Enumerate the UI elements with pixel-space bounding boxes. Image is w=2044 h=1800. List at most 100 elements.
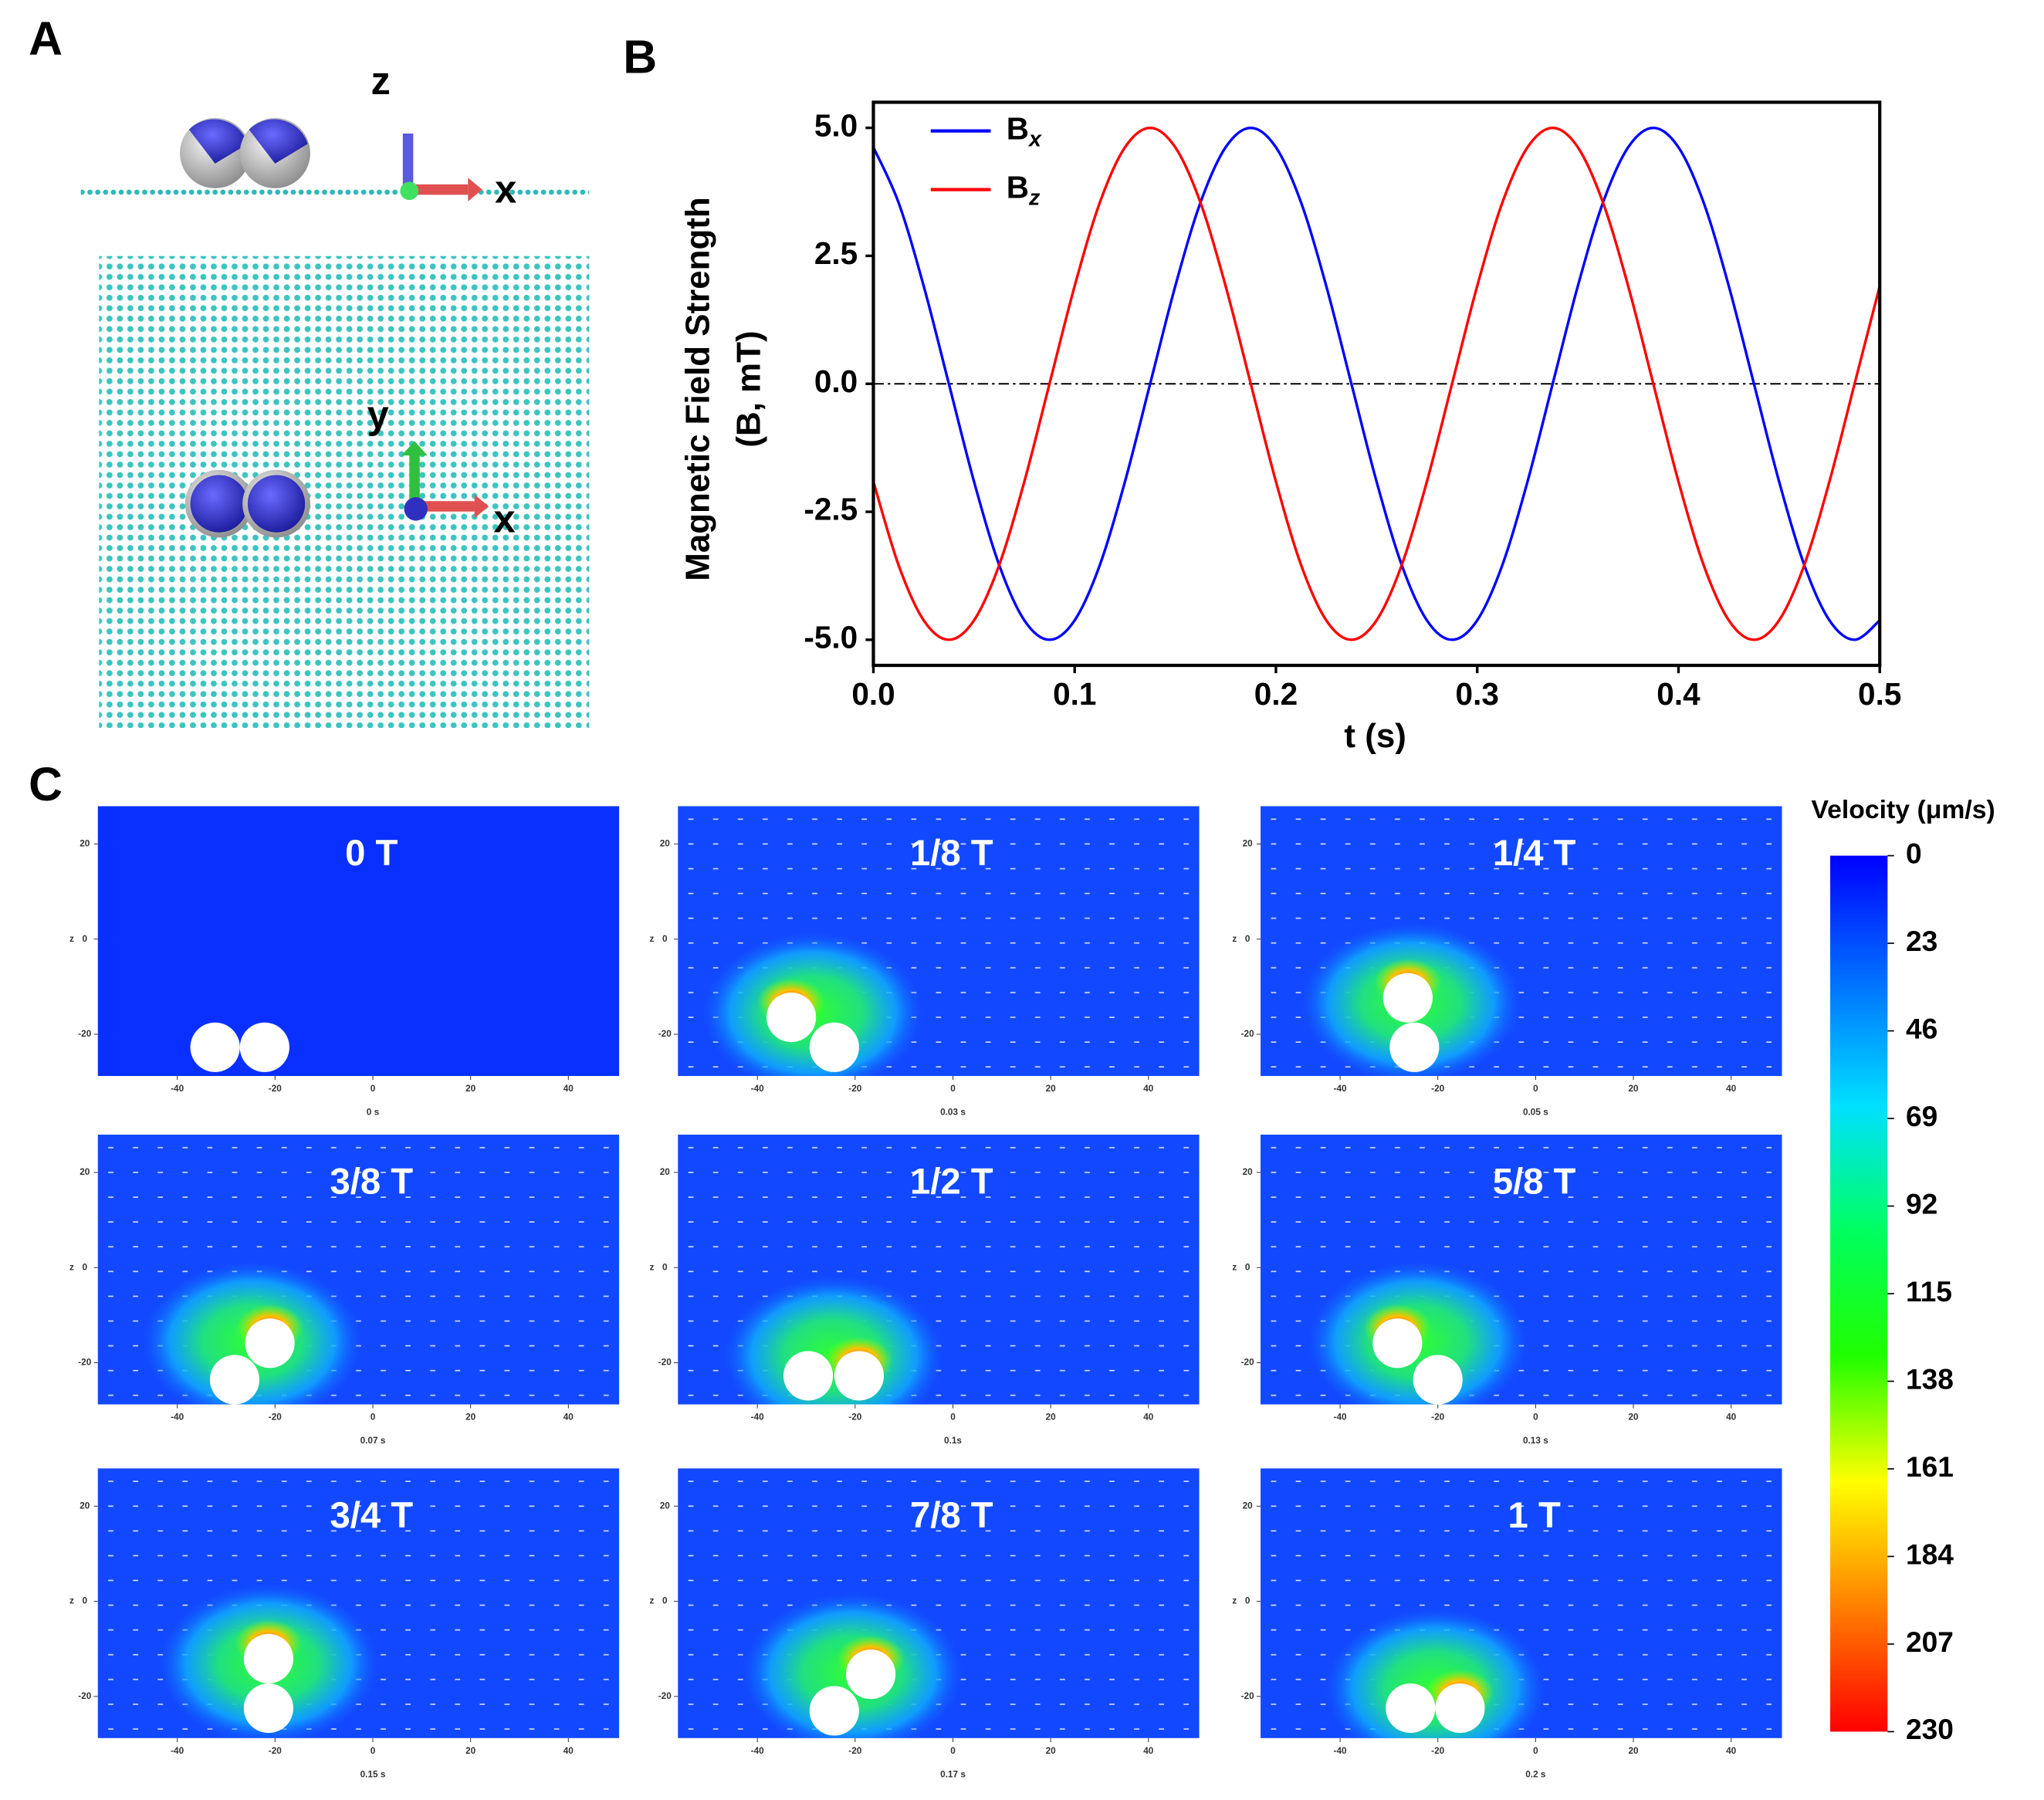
colorbar-title: Velocity (μm/s) — [1811, 795, 1995, 824]
frame-body — [1261, 1134, 1782, 1405]
velocity-frame: 0 T -40 -20 0 20 40 20 0 -20 z 0 s — [69, 806, 620, 1117]
frame-body — [97, 806, 620, 1076]
colorbar-tick-label: 92 — [1906, 1187, 1937, 1220]
frame-time: 0.1s — [944, 1435, 962, 1446]
x-tick-label: 0 — [950, 1412, 956, 1423]
x-tick-label: 40 — [1143, 1083, 1154, 1094]
velocity-frame: 1 T -40 -20 0 20 40 20 0 -20 z 0.2 s — [1232, 1468, 1782, 1779]
y-tick-label: 0 — [1245, 933, 1250, 944]
y-tick-label: 20 — [660, 1500, 671, 1511]
y-axis-label: z — [1232, 1261, 1237, 1272]
particle — [1382, 973, 1433, 1023]
x-tick-label: 20 — [1628, 1083, 1639, 1094]
y-tick-label: 20 — [80, 838, 90, 849]
velocity-frame: 1/4 T -40 -20 0 20 40 20 0 -20 z 0.05 s — [1232, 806, 1782, 1117]
particle — [1372, 1318, 1423, 1369]
frame-time: 0.03 s — [940, 1106, 966, 1117]
particle — [245, 1318, 295, 1369]
x-tick-label: -20 — [848, 1083, 862, 1094]
x-tick-label: 0 — [371, 1412, 376, 1423]
x-tick-label: 20 — [465, 1083, 476, 1094]
particle-cap — [247, 475, 306, 533]
frame-label: 7/8 T — [910, 1495, 993, 1536]
particle — [846, 1649, 896, 1700]
y-tick-label: 0 — [1245, 1595, 1250, 1606]
y-tick-label: 0 — [1245, 1261, 1250, 1272]
particle — [239, 1022, 289, 1072]
flow-glow — [723, 1275, 945, 1405]
axis-arrow — [409, 184, 469, 195]
y-tick-label: -20 — [658, 1690, 672, 1701]
x-tick-label: 0 — [371, 1083, 376, 1094]
particle — [809, 1686, 859, 1736]
particle — [834, 1351, 884, 1401]
y-axis-label: z — [649, 1261, 654, 1272]
frame-label: 1 T — [1508, 1495, 1561, 1536]
data-line — [871, 126, 1881, 641]
particle — [1413, 1355, 1463, 1405]
frame-label: 3/8 T — [330, 1162, 413, 1203]
x-tick-label: 20 — [465, 1412, 476, 1423]
y-tick-label: 20 — [80, 1500, 90, 1511]
y-tick-label: 0 — [82, 1261, 87, 1272]
frame-time: 0.17 s — [940, 1768, 966, 1779]
x-tick-label: -40 — [171, 1083, 184, 1094]
y-tick-label: 0 — [662, 1261, 668, 1272]
particle — [1435, 1683, 1485, 1734]
y-tick-label: -5.0 — [804, 620, 858, 655]
x-tick-label: 0.5 — [1858, 676, 1901, 712]
frame-time: 0.05 s — [1523, 1106, 1548, 1117]
frame-label: 3/4 T — [330, 1495, 413, 1536]
y-tick-label: -20 — [658, 1357, 672, 1368]
axis-arrow — [417, 501, 475, 512]
y-axis-label: z — [69, 933, 74, 944]
frame-body — [1261, 806, 1782, 1076]
x-tick-label: 20 — [1046, 1745, 1057, 1756]
frame-body — [97, 1468, 620, 1738]
particle-cap — [249, 119, 308, 164]
particle — [209, 1355, 260, 1405]
x-tick-label: 40 — [1726, 1083, 1737, 1094]
particle — [1386, 1683, 1436, 1734]
axis-origin — [400, 181, 419, 201]
x-tick-label: 0 — [1533, 1412, 1538, 1423]
panel-a: z x y x — [80, 59, 590, 729]
x-tick-label: 40 — [1143, 1412, 1154, 1423]
x-tick-label: -40 — [751, 1745, 765, 1756]
particle — [243, 1633, 293, 1683]
x-tick-label: -40 — [171, 1745, 184, 1756]
particle-cap — [190, 475, 248, 533]
y-tick-label: 20 — [660, 838, 671, 849]
axis-label: x — [495, 167, 516, 211]
colorbar-tick-label: 69 — [1906, 1100, 1937, 1132]
y-axis-label: z — [69, 1261, 74, 1272]
velocity-frame: 1/2 T -40 -20 0 20 40 20 0 -20 z 0.1s — [649, 1134, 1200, 1446]
y-tick-label: 5.0 — [814, 107, 858, 143]
colorbar-tick-label: 23 — [1906, 925, 1937, 957]
x-tick-label: 40 — [563, 1745, 574, 1756]
plot-frame — [871, 100, 1882, 668]
colorbar-tick-label: 115 — [1906, 1275, 1952, 1308]
axis-label: x — [493, 497, 515, 541]
frame-body — [678, 1134, 1200, 1405]
particle — [1389, 1022, 1440, 1072]
velocity-frame: 5/8 T -40 -20 0 20 40 20 0 -20 z 0.13 s — [1232, 1134, 1782, 1446]
lattice-top — [99, 255, 590, 729]
y-tick-label: -20 — [78, 1357, 92, 1368]
colorbar — [1830, 855, 1888, 1732]
y-tick-label: -2.5 — [804, 492, 858, 527]
x-tick-label: -20 — [1431, 1745, 1445, 1756]
panel-label: A — [29, 12, 63, 65]
y-axis-label: z — [1232, 1595, 1237, 1606]
velocity-frame: 7/8 T -40 -20 0 20 40 20 0 -20 z 0.17 s — [649, 1468, 1200, 1779]
x-tick-label: -20 — [1431, 1412, 1445, 1423]
x-tick-label: 0.2 — [1254, 676, 1298, 712]
frame-label: 0 T — [345, 833, 398, 874]
y-tick-label: 20 — [1243, 1166, 1254, 1177]
y-tick-label: 20 — [80, 1166, 90, 1177]
particle — [809, 1022, 859, 1072]
y-tick-label: 0 — [82, 1595, 87, 1606]
data-line — [871, 126, 1881, 641]
frame-label: 1/8 T — [910, 833, 993, 874]
